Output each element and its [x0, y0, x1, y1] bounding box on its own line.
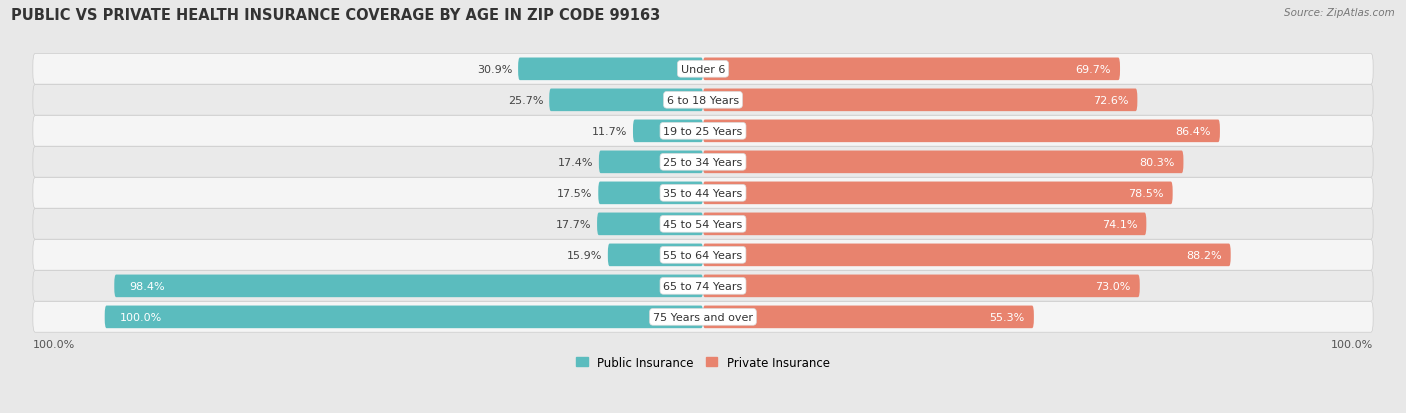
FancyBboxPatch shape [703, 213, 1146, 235]
FancyBboxPatch shape [607, 244, 703, 266]
FancyBboxPatch shape [598, 213, 703, 235]
Text: 45 to 54 Years: 45 to 54 Years [664, 219, 742, 229]
Text: 17.4%: 17.4% [557, 157, 593, 167]
Text: 73.0%: 73.0% [1095, 281, 1130, 291]
Text: 65 to 74 Years: 65 to 74 Years [664, 281, 742, 291]
FancyBboxPatch shape [32, 178, 1374, 209]
Text: 72.6%: 72.6% [1092, 95, 1129, 106]
FancyBboxPatch shape [703, 120, 1220, 143]
FancyBboxPatch shape [703, 58, 1121, 81]
Text: Source: ZipAtlas.com: Source: ZipAtlas.com [1284, 8, 1395, 18]
Text: 19 to 25 Years: 19 to 25 Years [664, 126, 742, 137]
FancyBboxPatch shape [703, 151, 1184, 174]
FancyBboxPatch shape [32, 147, 1374, 178]
Text: Under 6: Under 6 [681, 65, 725, 75]
FancyBboxPatch shape [32, 240, 1374, 271]
Text: 17.5%: 17.5% [557, 188, 592, 198]
FancyBboxPatch shape [114, 275, 703, 297]
Text: 80.3%: 80.3% [1139, 157, 1174, 167]
FancyBboxPatch shape [633, 120, 703, 143]
FancyBboxPatch shape [599, 182, 703, 205]
Text: 55 to 64 Years: 55 to 64 Years [664, 250, 742, 260]
Text: 17.7%: 17.7% [555, 219, 591, 229]
FancyBboxPatch shape [517, 58, 703, 81]
Legend: Public Insurance, Private Insurance: Public Insurance, Private Insurance [571, 351, 835, 374]
Text: 88.2%: 88.2% [1187, 250, 1222, 260]
FancyBboxPatch shape [32, 302, 1374, 332]
Text: 35 to 44 Years: 35 to 44 Years [664, 188, 742, 198]
FancyBboxPatch shape [32, 85, 1374, 116]
FancyBboxPatch shape [550, 89, 703, 112]
Text: PUBLIC VS PRIVATE HEALTH INSURANCE COVERAGE BY AGE IN ZIP CODE 99163: PUBLIC VS PRIVATE HEALTH INSURANCE COVER… [11, 8, 661, 23]
FancyBboxPatch shape [703, 244, 1230, 266]
FancyBboxPatch shape [32, 209, 1374, 240]
FancyBboxPatch shape [703, 275, 1140, 297]
Text: 6 to 18 Years: 6 to 18 Years [666, 95, 740, 106]
Text: 69.7%: 69.7% [1076, 65, 1111, 75]
Text: 25.7%: 25.7% [508, 95, 543, 106]
Text: 11.7%: 11.7% [592, 126, 627, 137]
FancyBboxPatch shape [703, 89, 1137, 112]
FancyBboxPatch shape [703, 306, 1033, 328]
Text: 74.1%: 74.1% [1102, 219, 1137, 229]
Text: 75 Years and over: 75 Years and over [652, 312, 754, 322]
Text: 100.0%: 100.0% [1331, 339, 1374, 349]
Text: 100.0%: 100.0% [120, 312, 162, 322]
FancyBboxPatch shape [32, 116, 1374, 147]
FancyBboxPatch shape [32, 55, 1374, 85]
Text: 30.9%: 30.9% [477, 65, 512, 75]
Text: 98.4%: 98.4% [129, 281, 165, 291]
FancyBboxPatch shape [599, 151, 703, 174]
Text: 86.4%: 86.4% [1175, 126, 1211, 137]
Text: 55.3%: 55.3% [990, 312, 1025, 322]
FancyBboxPatch shape [703, 182, 1173, 205]
Text: 100.0%: 100.0% [32, 339, 75, 349]
Text: 78.5%: 78.5% [1128, 188, 1164, 198]
FancyBboxPatch shape [104, 306, 703, 328]
FancyBboxPatch shape [32, 271, 1374, 301]
Text: 15.9%: 15.9% [567, 250, 602, 260]
Text: 25 to 34 Years: 25 to 34 Years [664, 157, 742, 167]
